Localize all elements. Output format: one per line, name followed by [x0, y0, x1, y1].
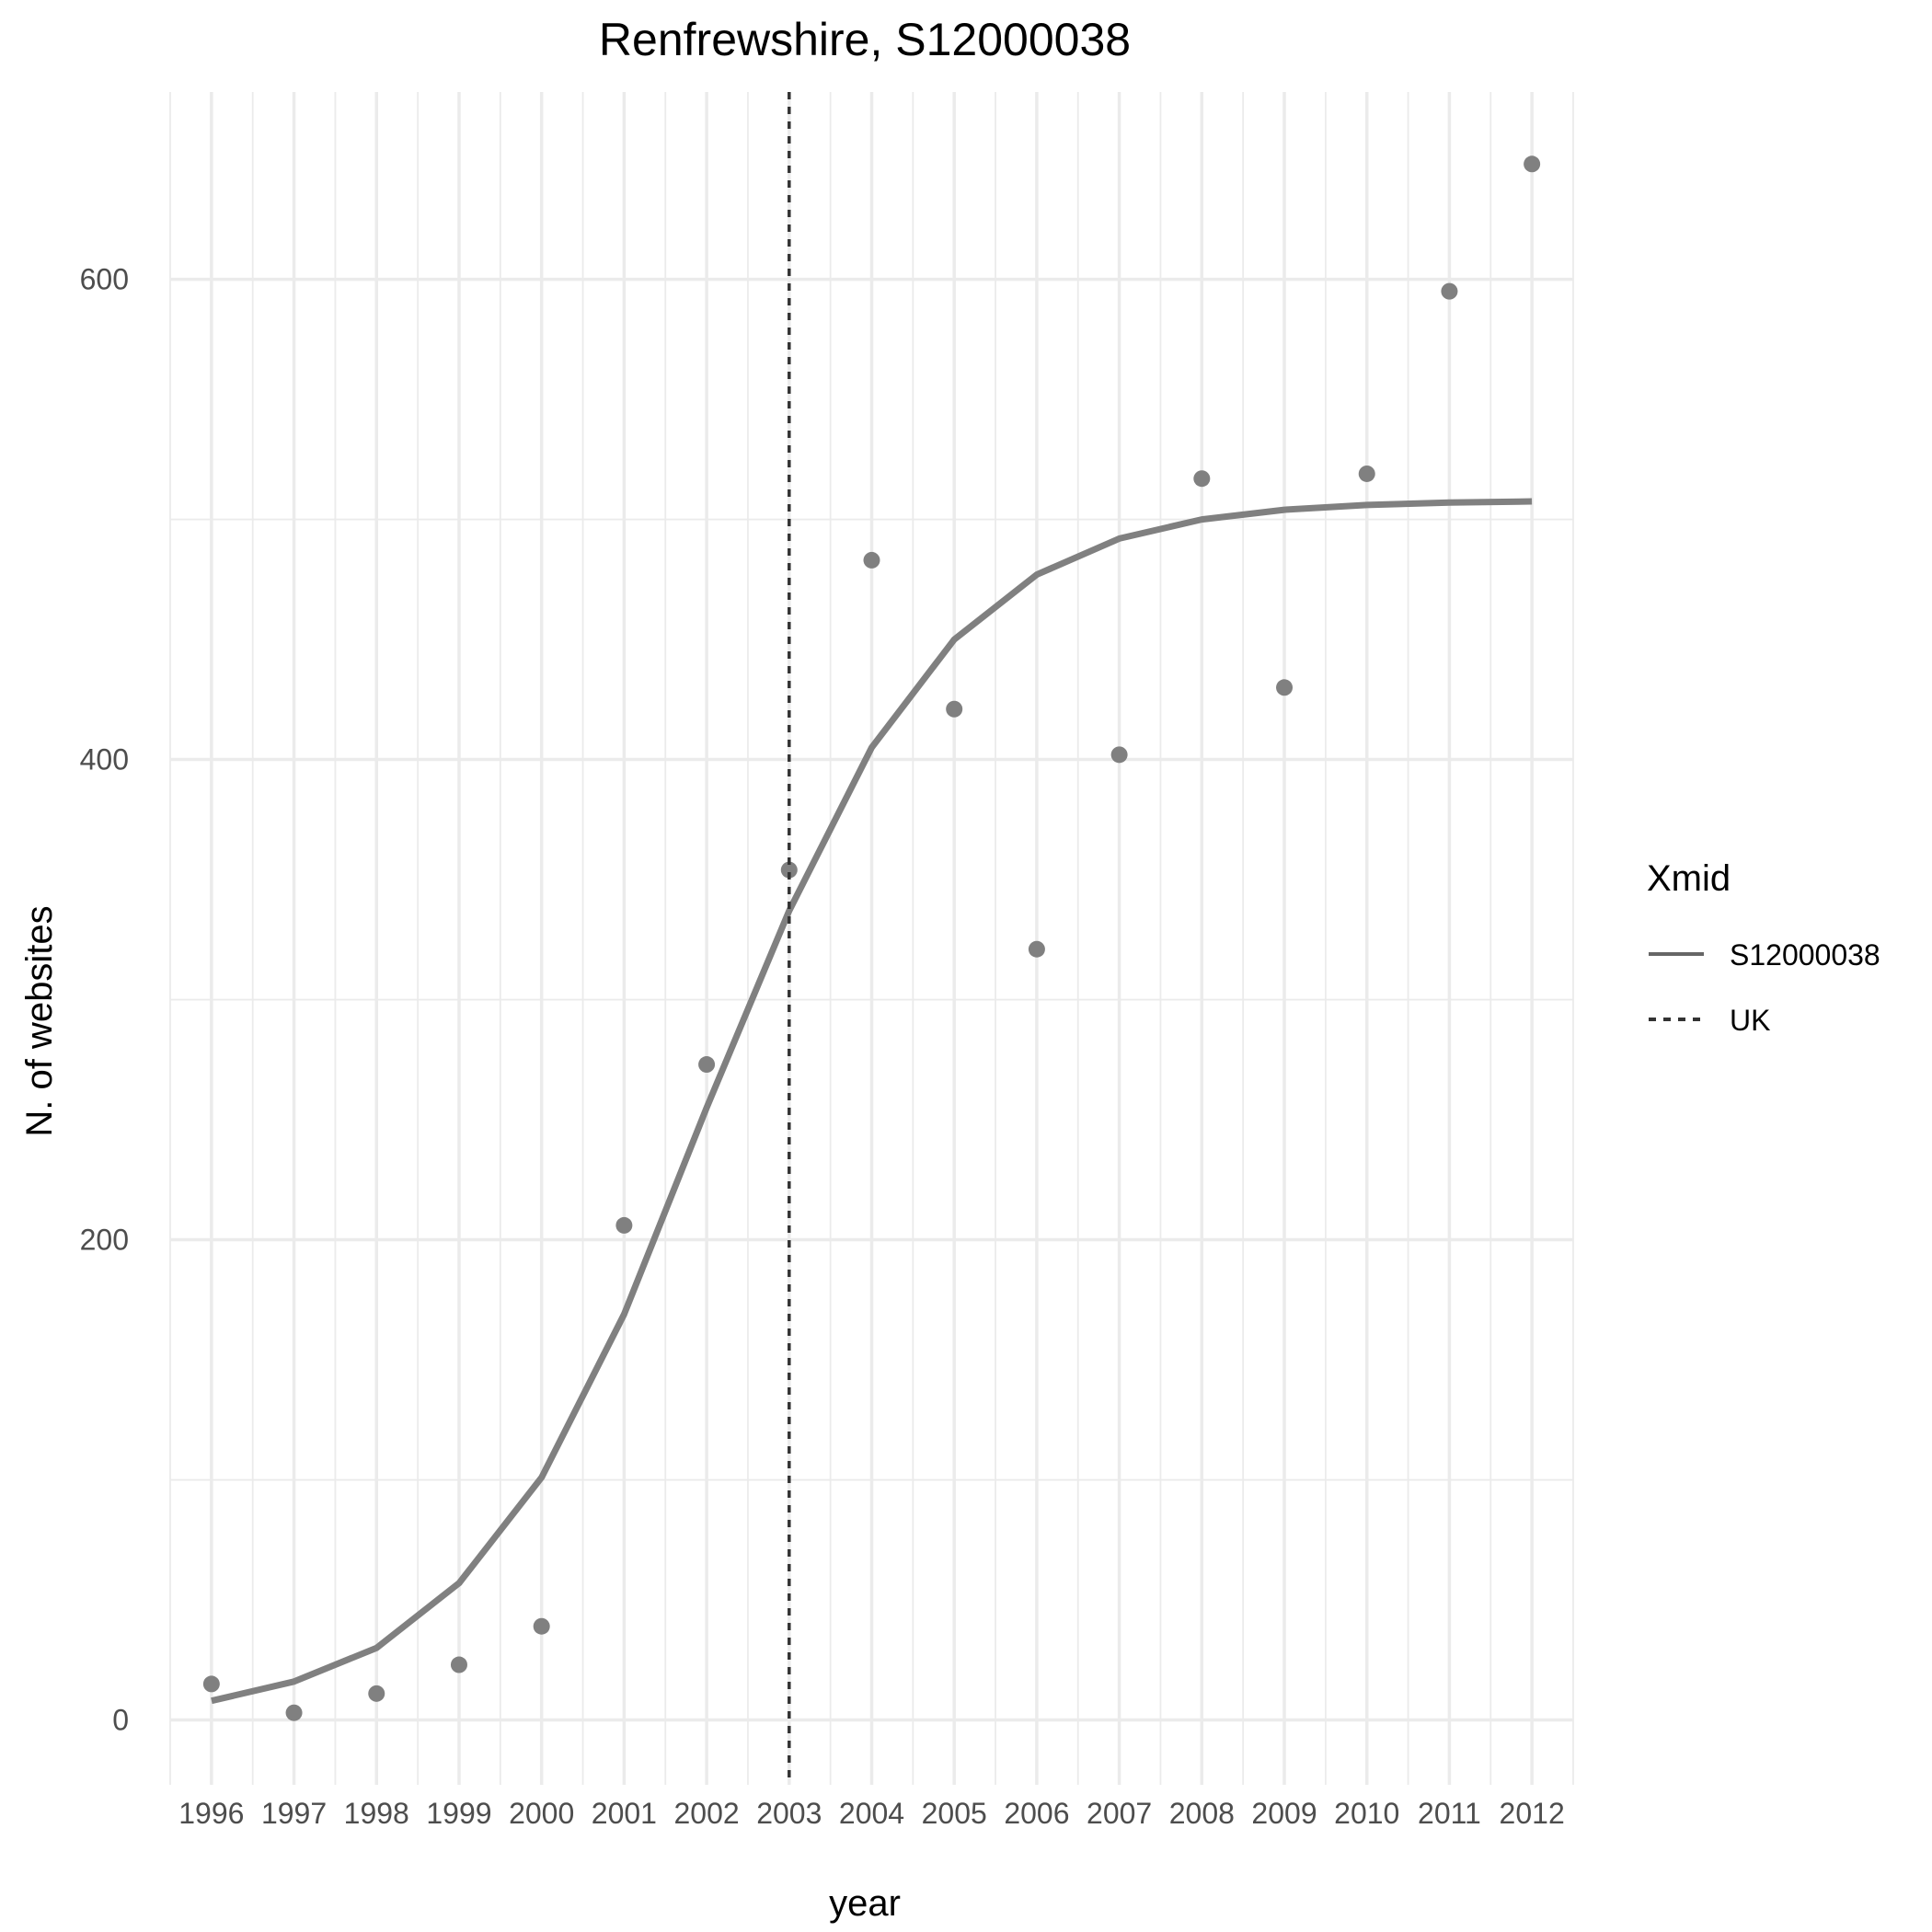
- x-tick-label: 2004: [839, 1797, 904, 1830]
- x-tick-label: 2011: [1418, 1797, 1481, 1830]
- data-point: [1110, 746, 1128, 764]
- y-axis-title: N. of websites: [19, 905, 60, 1136]
- x-tick-label: 2008: [1169, 1797, 1235, 1830]
- x-tick-label: 2007: [1087, 1797, 1152, 1830]
- x-tick-label: 2000: [509, 1797, 574, 1830]
- x-tick-label: 2009: [1251, 1797, 1317, 1830]
- y-tick-labels: 0 200 400 600: [80, 263, 129, 1737]
- data-point: [780, 861, 798, 879]
- y-tick-label: 600: [80, 263, 129, 296]
- x-tick-label: 1999: [426, 1797, 491, 1830]
- x-tick-label: 1996: [178, 1797, 244, 1830]
- x-tick-label: 2010: [1334, 1797, 1399, 1830]
- minor-gridlines-x: [169, 92, 1574, 1785]
- data-point: [368, 1685, 385, 1702]
- chart-title: Renfrewshire, S12000038: [599, 14, 1131, 65]
- y-tick-label: 200: [80, 1224, 129, 1257]
- x-tick-label: 2002: [673, 1797, 739, 1830]
- x-tick-labels: 1996 1997 1998 1999 2000 2001 2002 2003 2004 2005…: [178, 1797, 1564, 1830]
- data-point: [1193, 470, 1211, 488]
- y-tick-label: 400: [80, 743, 129, 776]
- x-tick-label: 1998: [344, 1797, 409, 1830]
- x-tick-label: 2003: [756, 1797, 822, 1830]
- data-point: [1441, 282, 1458, 300]
- data-point: [202, 1675, 220, 1693]
- data-point: [285, 1704, 303, 1721]
- data-point: [615, 1216, 633, 1234]
- data-point: [863, 551, 880, 569]
- data-point: [1358, 465, 1375, 482]
- legend: Xmid S12000038 UK: [1647, 858, 1880, 1037]
- data-point: [1524, 155, 1541, 173]
- data-point: [1028, 940, 1045, 958]
- legend-label-uk: UK: [1730, 1004, 1770, 1037]
- x-axis-title: year: [829, 1883, 901, 1924]
- x-tick-label: 2005: [922, 1797, 987, 1830]
- x-tick-label: 2001: [592, 1797, 657, 1830]
- data-point: [698, 1056, 716, 1074]
- major-gridlines-y: [170, 277, 1573, 1722]
- y-tick-label: 0: [112, 1704, 129, 1737]
- data-point: [450, 1656, 467, 1673]
- legend-title: Xmid: [1647, 858, 1731, 899]
- data-point: [533, 1617, 550, 1635]
- series-layer: [202, 92, 1541, 1785]
- data-point: [1276, 679, 1294, 696]
- x-tick-label: 2006: [1004, 1797, 1069, 1830]
- x-tick-label: 1997: [261, 1797, 327, 1830]
- major-gridlines-x: [210, 92, 1534, 1785]
- legend-label-s12000038: S12000038: [1730, 938, 1880, 972]
- fitted-line-s12000038: [211, 498, 1533, 1705]
- x-tick-label: 2012: [1500, 1797, 1565, 1830]
- data-point: [946, 700, 963, 718]
